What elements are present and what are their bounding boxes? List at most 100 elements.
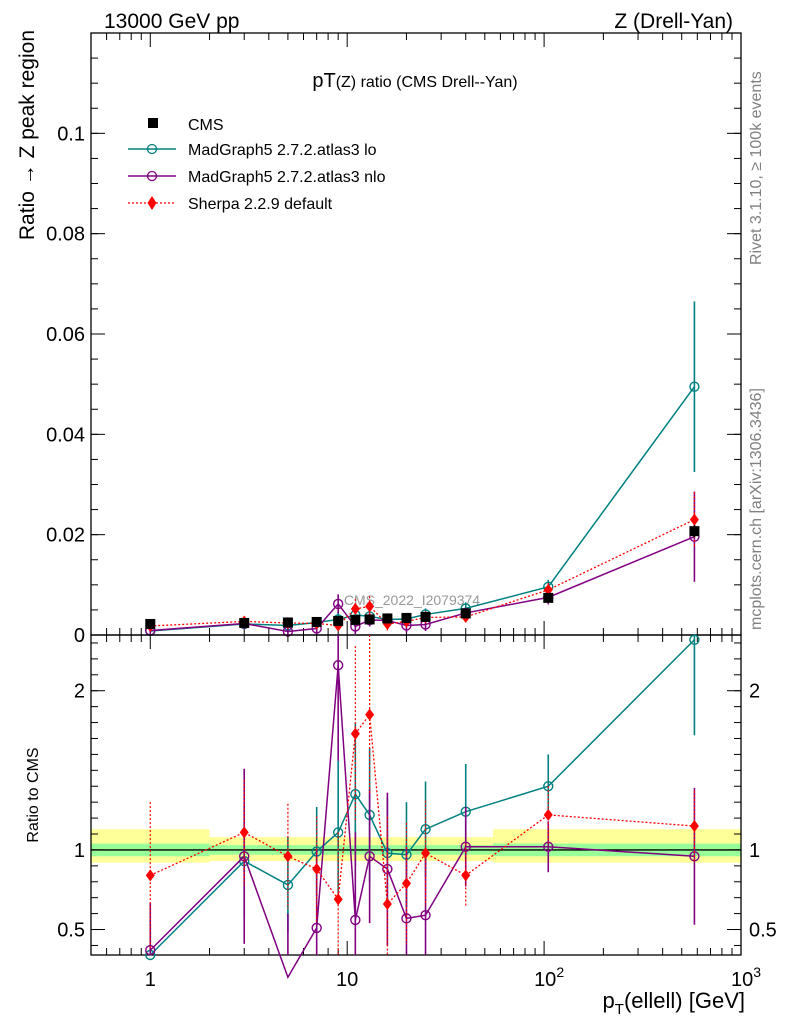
plot-title-main: pT	[312, 70, 335, 92]
y-tick-label-right: 2	[749, 681, 760, 703]
y-tick-label: 0.02	[46, 525, 85, 547]
point-cms	[543, 592, 554, 603]
point-cms	[689, 526, 700, 537]
ratio-series	[145, 634, 700, 980]
y-tick-label: 0.06	[46, 324, 85, 346]
ratio-axis-ticks: 0.5 0.5 1 1 2 2	[57, 635, 777, 955]
point-madgraph5-2-7-2-atlas3-nlo	[543, 841, 554, 852]
rivet-label: Rivet 3.1.10, ≥ 100k events	[748, 71, 765, 265]
point-cms	[239, 617, 250, 628]
point-madgraph5-2-7-2-atlas3-nlo	[350, 914, 361, 926]
point-cms	[311, 616, 322, 627]
series-madgraph5-2-7-2-atlas3-lo	[145, 634, 700, 961]
point-madgraph5-2-7-2-atlas3-lo	[689, 634, 700, 645]
plot-title-rest: (Z) ratio (CMS Drell--Yan)	[336, 74, 518, 91]
legend-label-sherpa: Sherpa 2.2.9 default	[188, 196, 333, 213]
y-tick-label: 2	[74, 681, 85, 703]
point-madgraph5-2-7-2-atlas3-nlo	[420, 909, 431, 921]
x-axis-label: pT(ellell) [GeV]	[603, 988, 745, 1018]
point-madgraph5-2-7-2-atlas3-nlo	[332, 660, 344, 671]
point-sherpa-2-2-9-default	[283, 850, 293, 863]
legend-label-mg-nlo: MadGraph5 2.7.2.atlas3 nlo	[188, 169, 386, 186]
point-sherpa-2-2-9-default	[401, 877, 411, 890]
point-sherpa-2-2-9-default	[145, 869, 155, 882]
point-sherpa-2-2-9-default	[382, 898, 392, 911]
point-sherpa-2-2-9-default	[543, 583, 553, 596]
point-sherpa-2-2-9-default	[312, 863, 322, 876]
main-y-label: Ratio → Z peak region	[16, 30, 39, 240]
x-tick-labels: 1 10 102 103	[145, 964, 762, 991]
main-panel: 0 0.02 0.04 0.06 0.08 0.1 CMS_2022_I2079374 p…	[16, 30, 742, 647]
ratio-panel: 0.5 0.5 1 1 2 2 Ratio to CMS	[25, 634, 777, 980]
legend-marker-cms	[148, 118, 158, 128]
y-tick-label: 0.08	[46, 224, 85, 246]
point-cms	[333, 615, 344, 626]
series-line-sherpa-2-2-9-default	[150, 519, 695, 627]
ratio-uncertainty-bands	[91, 829, 741, 863]
legend-label-mg-lo: MadGraph5 2.7.2.atlas3 lo	[188, 142, 377, 159]
y-tick-label-right: 0.5	[749, 920, 777, 942]
x-axis-label-p: p	[603, 988, 615, 1013]
legend-label-cms: CMS	[188, 117, 224, 134]
header-right: Z (Drell-Yan)	[614, 10, 733, 33]
point-cms	[460, 608, 471, 619]
point-sherpa-2-2-9-default	[239, 826, 249, 839]
point-madgraph5-2-7-2-atlas3-nlo	[460, 841, 471, 852]
point-cms	[382, 613, 393, 624]
y-tick-label: 0.5	[57, 920, 85, 942]
series-madgraph5-2-7-2-atlas3-nlo	[145, 635, 700, 980]
x-axis-label-rest: (ellell) [GeV]	[624, 988, 745, 1013]
legend-marker-mg-lo	[146, 143, 158, 155]
point-sherpa-2-2-9-default	[689, 820, 699, 833]
series-cms	[145, 525, 700, 629]
legend-marker-mg-nlo	[146, 170, 158, 182]
watermark: CMS_2022_I2079374	[344, 592, 480, 608]
point-sherpa-2-2-9-default	[421, 847, 431, 860]
series-sherpa-2-2-9-default	[145, 635, 699, 955]
point-cms	[420, 611, 431, 622]
series-line-sherpa-2-2-9-default	[150, 712, 695, 906]
point-sherpa-2-2-9-default	[365, 600, 375, 613]
point-sherpa-2-2-9-default	[543, 808, 553, 821]
point-sherpa-2-2-9-default	[689, 513, 699, 526]
x-tick-label: 10	[336, 969, 358, 991]
legend: CMS MadGraph5 2.7.2.atlas3 lo MadGraph5 …	[128, 117, 386, 213]
legend-entry-mg-nlo: MadGraph5 2.7.2.atlas3 nlo	[128, 169, 386, 186]
x-axis-label-sub: T	[615, 1001, 624, 1018]
point-sherpa-2-2-9-default	[350, 602, 360, 615]
y-tick-label: 1	[74, 840, 85, 862]
main-series	[145, 301, 700, 637]
point-cms	[282, 617, 293, 628]
legend-entry-cms: CMS	[148, 117, 224, 134]
legend-entry-mg-lo: MadGraph5 2.7.2.atlas3 lo	[128, 142, 377, 159]
point-cms	[364, 614, 375, 625]
ratio-y-label: Ratio to CMS	[25, 747, 42, 842]
ratio-panel-frame	[90, 634, 742, 956]
x-tick-label: 103	[731, 964, 761, 991]
point-madgraph5-2-7-2-atlas3-lo	[689, 381, 700, 392]
x-tick-label: 102	[534, 964, 564, 991]
y-tick-label: 0.04	[46, 424, 85, 446]
x-tick-label: 1	[145, 969, 156, 991]
point-sherpa-2-2-9-default	[365, 708, 375, 721]
mcplots-label: mcplots.cern.ch [arXiv:1306.3436]	[748, 388, 765, 630]
point-sherpa-2-2-9-default	[350, 727, 360, 740]
series-line-madgraph5-2-7-2-atlas3-lo	[149, 639, 695, 956]
plot-title: pT(Z) ratio (CMS Drell--Yan)	[312, 70, 517, 92]
series-madgraph5-2-7-2-atlas3-lo	[145, 301, 700, 637]
legend-entry-sherpa: Sherpa 2.2.9 default	[128, 196, 333, 213]
point-sherpa-2-2-9-default	[461, 869, 471, 882]
series-line-madgraph5-2-7-2-atlas3-nlo	[149, 665, 695, 980]
point-cms	[350, 614, 361, 625]
point-madgraph5-2-7-2-atlas3-nlo	[311, 922, 322, 934]
header-left: 13000 GeV pp	[104, 10, 239, 33]
y-tick-label: 0	[74, 625, 85, 647]
x-tick-label-exponent: 2	[556, 964, 564, 980]
point-madgraph5-2-7-2-atlas3-nlo	[332, 598, 344, 610]
point-madgraph5-2-7-2-atlas3-nlo	[145, 945, 156, 956]
point-sherpa-2-2-9-default	[333, 893, 343, 906]
point-cms	[401, 612, 412, 623]
legend-marker-sherpa	[147, 196, 157, 210]
point-cms	[145, 618, 156, 629]
